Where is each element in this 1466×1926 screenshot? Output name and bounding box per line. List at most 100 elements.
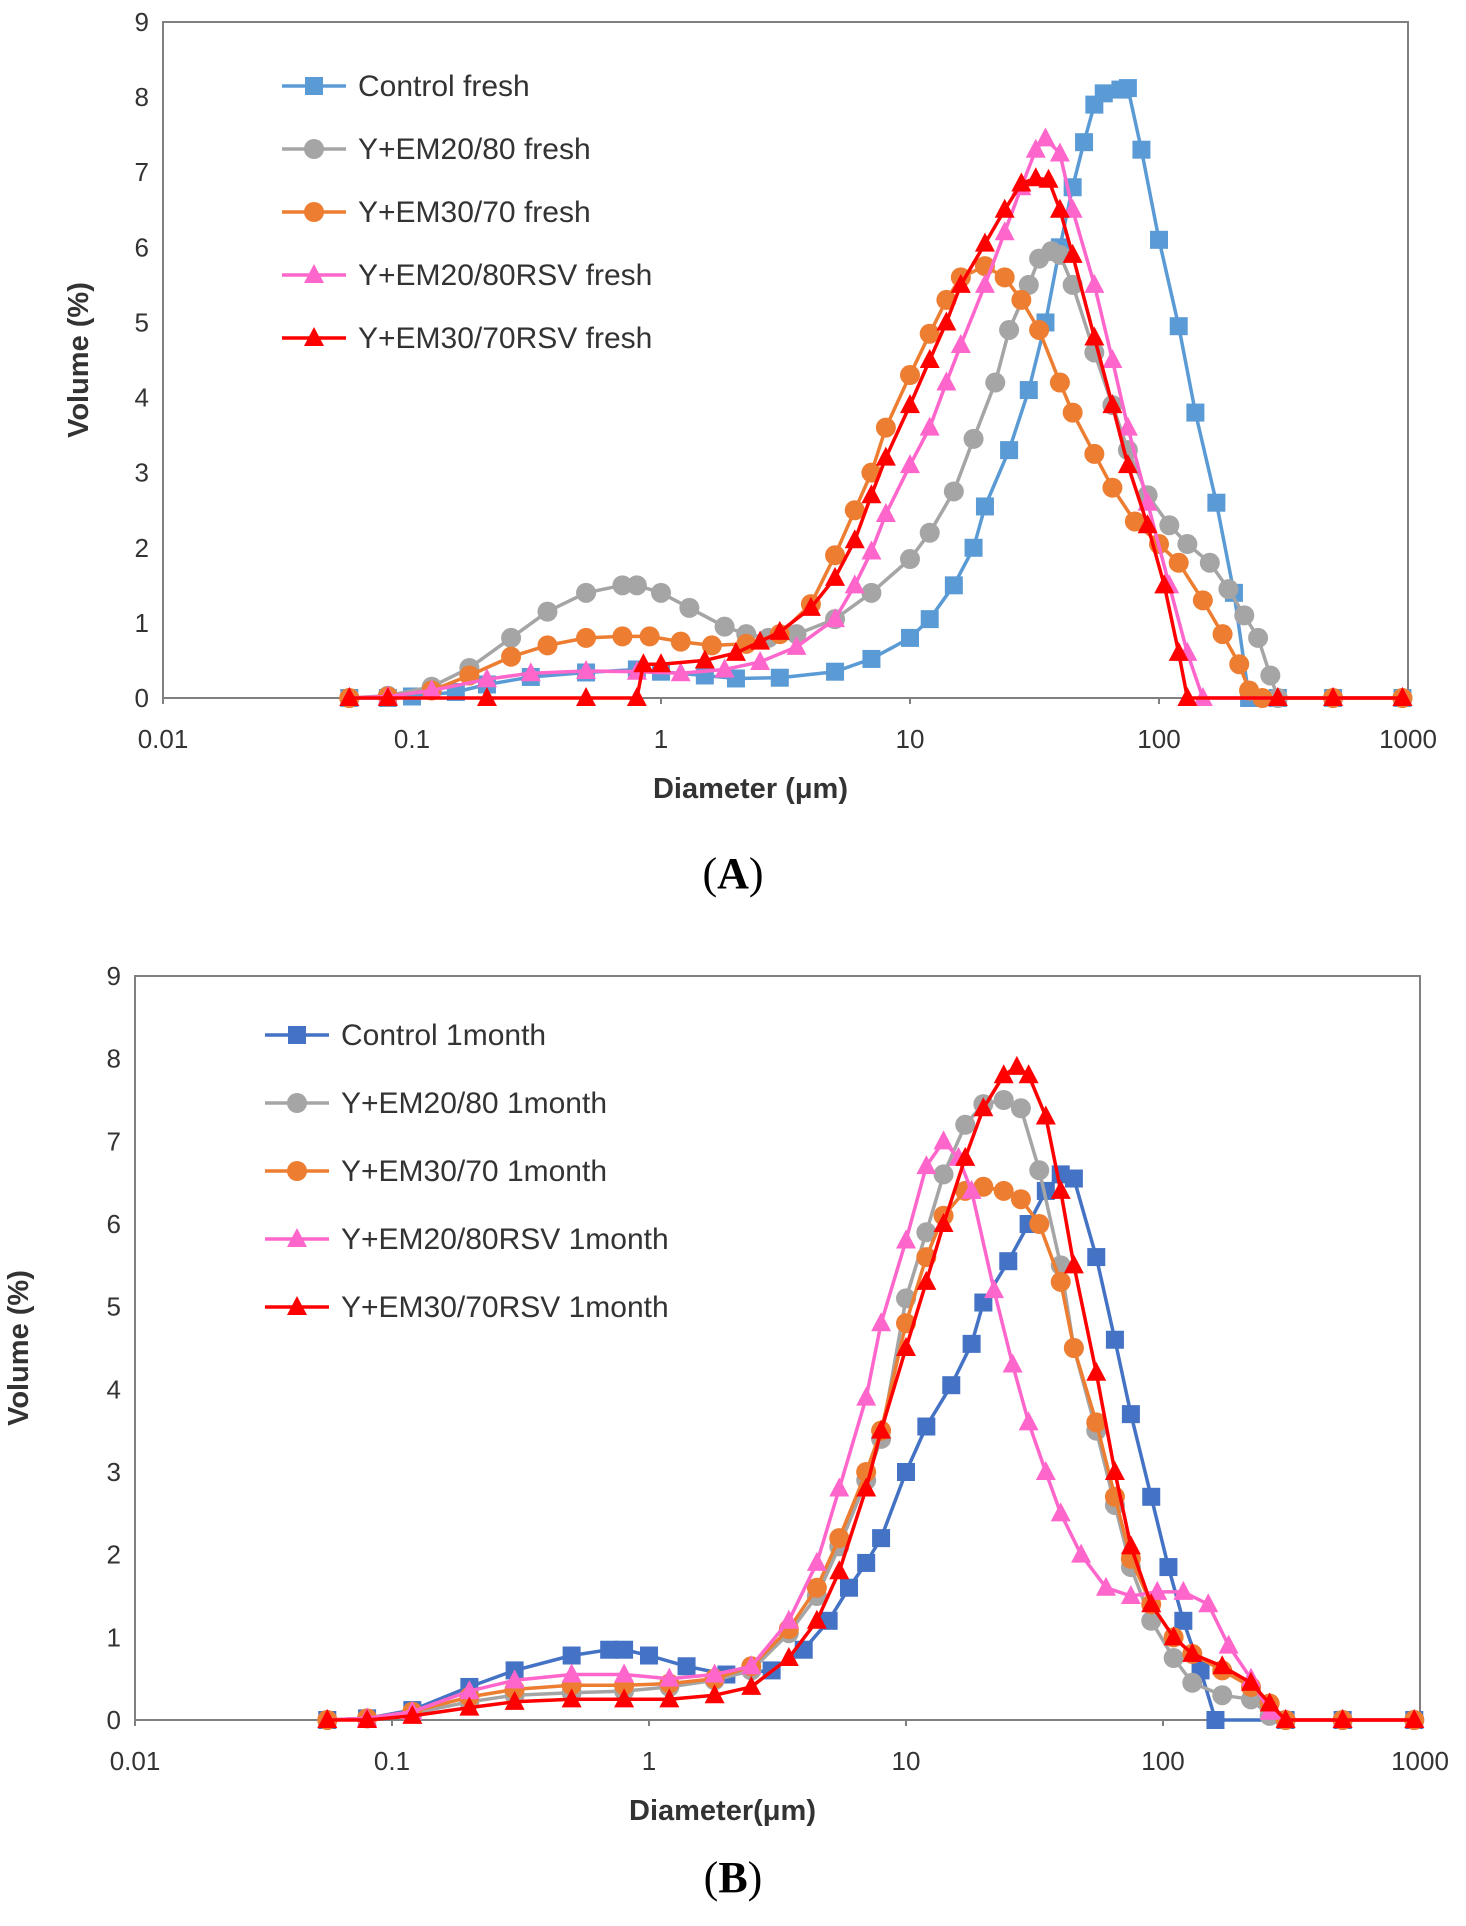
chart-b-series-0-point <box>857 1553 876 1572</box>
chart-a-series-3-point <box>1049 142 1070 162</box>
chart-a-series-4-point <box>750 630 771 650</box>
chart-b-series-4-point <box>1163 1626 1184 1646</box>
chart-b-series-3-point <box>1120 1585 1141 1604</box>
chart-b-series-1-point <box>1163 1648 1184 1668</box>
chart-a-series-1-point <box>714 616 735 637</box>
chart-b-series-0-point <box>872 1529 891 1548</box>
chart-b-series-3-point <box>614 1663 635 1683</box>
chart-a-legend-label: Y+EM20/80 fresh <box>358 133 591 166</box>
chart-b-series-2-point <box>1050 1271 1071 1292</box>
panel-label-b-text: B <box>718 1853 748 1902</box>
chart-b-series-1-point <box>1182 1672 1203 1693</box>
chart-a-series-0-point <box>1150 230 1168 249</box>
chart-a-series-0-point <box>920 610 939 629</box>
chart-a-series-4-point <box>1177 687 1198 706</box>
chart-a-series-3-point <box>1102 349 1123 368</box>
chart-a-series-2-point <box>1102 477 1123 498</box>
chart-a-series-3-point <box>1062 198 1083 218</box>
chart-b-series-4-point <box>973 1097 994 1117</box>
chart-b-series-3-point <box>916 1155 937 1175</box>
chart-a-series-4-point <box>875 446 896 466</box>
chart-b-series-4-point <box>317 1709 338 1728</box>
chart-b-series-0-point <box>897 1463 915 1481</box>
chart-a-series-1-point <box>963 428 984 449</box>
chart-a-series-4-point <box>1011 172 1032 192</box>
chart-a-series-0-point <box>1118 79 1137 98</box>
chart-b-series-4-point <box>1063 1254 1084 1274</box>
chart-b-series-0-point <box>600 1640 619 1659</box>
chart-b-series-3-point <box>856 1386 877 1406</box>
chart-a-series-4-point <box>576 687 597 706</box>
chart-b-series-0-point <box>917 1417 936 1436</box>
chart-a-series-0-point <box>901 628 919 647</box>
chart-a-series-2-point <box>1229 654 1250 675</box>
chart-b-y-tick-label: 1 <box>107 1622 121 1652</box>
chart-b-series-3-point <box>1147 1580 1168 1600</box>
chart-b-series-3-point <box>806 1551 827 1571</box>
chart-b-series-3-point <box>1095 1576 1116 1596</box>
chart-b-series-3-point <box>1198 1593 1219 1613</box>
chart-a-x-tick-label: 1 <box>654 724 668 754</box>
chart-b-series-4-point <box>993 1064 1014 1084</box>
chart-a-series-1-point <box>1234 605 1255 626</box>
chart-a-legend-label: Y+EM30/70 fresh <box>358 196 591 229</box>
chart-b-series-3-point <box>1071 1543 1092 1563</box>
chart-a-plot-frame <box>162 21 1409 699</box>
chart-b-series-4-point <box>504 1690 525 1710</box>
chart-a-series-2-point <box>1011 289 1032 310</box>
chart-a-y-tick-label: 6 <box>135 232 149 262</box>
chart-b-series-4-point <box>829 1560 850 1580</box>
chart-a-series-4-point <box>1168 641 1189 661</box>
chart-b-series-0-point <box>1142 1487 1161 1506</box>
chart-b-series-3-point <box>1218 1634 1239 1654</box>
chart-a-series-4-point <box>1267 687 1288 706</box>
chart-b-series-4-point <box>1259 1692 1280 1712</box>
chart-b-series-4-point <box>1050 1179 1071 1199</box>
chart-a-series-1-point <box>651 582 671 603</box>
chart-a-series-3-point <box>520 662 541 682</box>
chart-a-series-4-point <box>377 687 398 706</box>
chart-b-series-3-point <box>778 1609 799 1629</box>
chart-a-series-1-point <box>786 624 807 645</box>
chart-a-series-4 <box>339 167 1413 706</box>
chart-a-series-0-point <box>964 538 983 557</box>
chart-b-series-4-point <box>459 1696 480 1716</box>
chart-a-x-tick-label: 0.01 <box>138 724 189 754</box>
chart-a-series-4-point <box>694 649 715 669</box>
chart-a-series-0-point <box>1075 133 1094 152</box>
chart-b-legend-swatch-marker <box>288 1026 306 1044</box>
chart-a-series-3-line <box>349 136 1403 700</box>
chart-b-series-3-point <box>459 1680 480 1700</box>
chart-a-series-3-point <box>1035 127 1056 147</box>
chart-a-series-2-point <box>825 545 846 566</box>
chart-b-legend-label: Y+EM30/70 1month <box>341 1155 607 1188</box>
chart-b-series-3-point <box>1173 1580 1194 1600</box>
chart-a-series-4-point <box>1062 243 1083 263</box>
chart-a-series-1-point <box>1248 627 1269 648</box>
chart-b-series-1-point <box>916 1222 937 1243</box>
chart-a-series-1-point <box>919 522 940 543</box>
chart-a-series-2-point <box>1049 372 1070 393</box>
chart-b-series-4-point <box>1212 1655 1233 1675</box>
chart-a-series-3-point <box>919 416 940 436</box>
chart-a-legend-swatch-marker <box>304 202 324 222</box>
chart-a-series-4-point <box>844 529 865 549</box>
chart-a-legend: Control fresh Y+EM20/80 fresh Y+EM30/70 fr… <box>282 70 652 355</box>
chart-a-legend-label: Y+EM30/70RSV fresh <box>358 322 652 355</box>
chart-b-series-3-point <box>1035 1461 1056 1480</box>
chart-a-series-0-point <box>770 668 789 687</box>
chart-b-series-4-point <box>614 1688 635 1708</box>
chart-b-series-4-point <box>1182 1642 1203 1662</box>
chart-b-series-3-point <box>829 1477 850 1497</box>
chart-a-series-3-point <box>1117 416 1138 436</box>
chart-b-legend: Control 1month Y+EM20/80 1month Y+EM30/70 … <box>265 1019 669 1324</box>
chart-b-series-4-point <box>561 1688 582 1708</box>
chart-b-series-4-point <box>856 1477 877 1497</box>
chart-a-series-2-point <box>639 626 660 647</box>
chart-b-y-tick-label: 7 <box>107 1126 121 1156</box>
chart-a-x-axis-title: Diameter (μm) <box>653 773 848 805</box>
chart-a-series-0-point <box>1169 317 1188 336</box>
chart-a-series-4-point <box>1323 687 1344 706</box>
chart-b-y-tick-label: 4 <box>107 1374 121 1404</box>
chart-a-series-0-point <box>975 497 994 516</box>
